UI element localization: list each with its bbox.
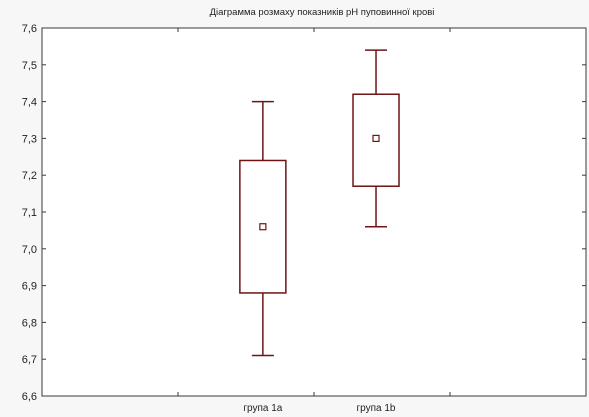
y-tick-label: 7,3 [22, 133, 37, 145]
y-tick-label: 6,9 [22, 281, 37, 293]
center-marker [259, 223, 267, 231]
y-tick-label: 7,6 [22, 23, 37, 35]
x-category-label: група 1a [243, 403, 282, 414]
center-marker [372, 134, 380, 142]
box-rect [352, 93, 400, 187]
plot-area [41, 27, 587, 397]
box-plot-item [239, 100, 287, 357]
y-tick-label: 6,6 [22, 391, 37, 403]
y-tick-label: 7,0 [22, 244, 37, 256]
y-tick-label: 7,1 [22, 207, 37, 219]
boxes [239, 49, 400, 357]
y-axis: 6,6 6,7 6,8 6,9 7,0 7,1 7,2 7,3 7,4 7,5 7,6 [22, 23, 586, 403]
y-tick-label: 7,2 [22, 170, 37, 182]
box-plot-item [352, 49, 400, 228]
y-tick-label: 7,4 [22, 97, 37, 109]
y-tick-label: 6,7 [22, 354, 37, 366]
chart-title: Діаграмма розмаху показників pH пуповинн… [210, 7, 435, 18]
x-category-label: група 1b [357, 403, 396, 414]
y-tick-label: 7,5 [22, 60, 37, 72]
x-axis: група 1a група 1b [177, 28, 451, 414]
y-tick-label: 6,8 [22, 317, 37, 329]
